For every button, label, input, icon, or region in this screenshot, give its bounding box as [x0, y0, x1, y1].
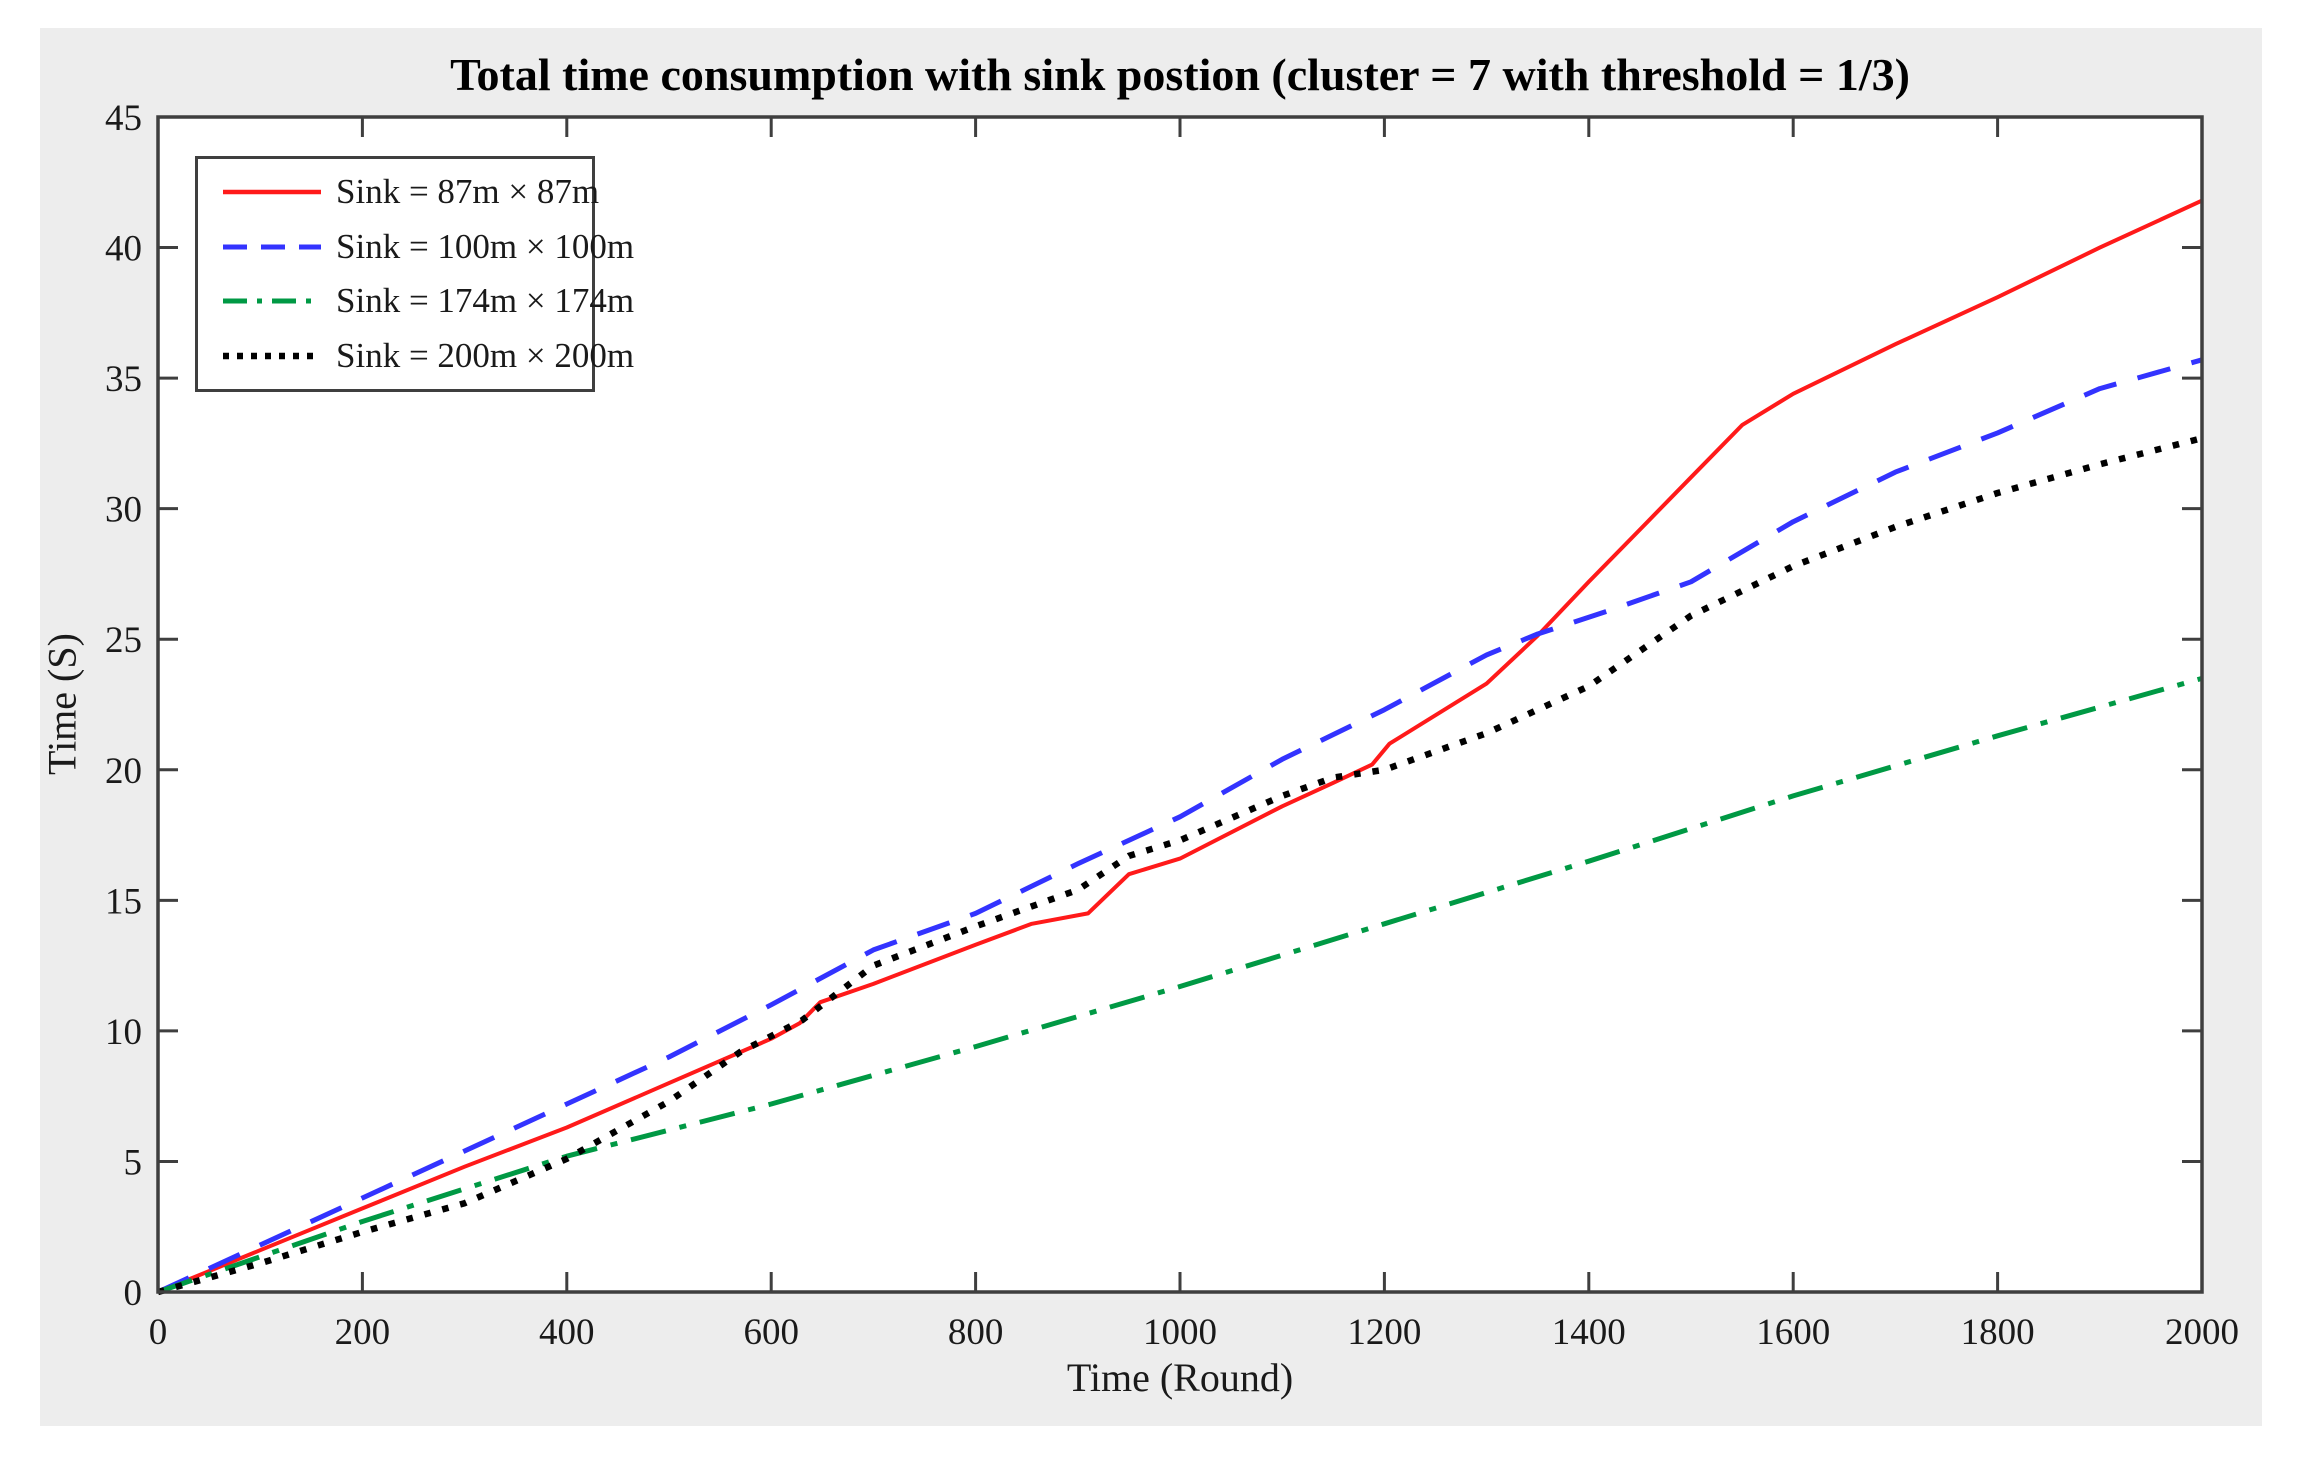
series-line-3 — [157, 435, 2203, 1296]
y-tick-label: 0 — [124, 1273, 143, 1314]
legend-line-solid-red — [223, 189, 321, 195]
x-tick-label: 1800 — [1961, 1312, 2035, 1353]
series-line-2 — [157, 675, 2203, 1295]
legend-item-sink-100m: Sink = 100m × 100m — [220, 221, 634, 273]
legend-item-sink-174m: Sink = 174m × 174m — [220, 275, 634, 327]
legend-label: Sink = 100m × 100m — [336, 226, 635, 266]
x-tick-label: 1600 — [1756, 1312, 1830, 1353]
x-tick-label: 0 — [149, 1312, 168, 1353]
y-tick-label: 20 — [105, 751, 142, 792]
series-line-1 — [156, 357, 2203, 1295]
legend: Sink = 87m × 87m Sink = 100m × 100m Sink… — [195, 156, 634, 392]
y-tick-label: 25 — [105, 620, 142, 661]
x-tick-label: 800 — [948, 1312, 1004, 1353]
legend-line-dashed-blue — [223, 244, 321, 250]
x-tick-label: 1400 — [1552, 1312, 1626, 1353]
legend-label: Sink = 200m × 200m — [336, 336, 635, 376]
x-tick-label: 1200 — [1347, 1312, 1421, 1353]
x-tick-label: 2000 — [2165, 1312, 2239, 1353]
chart-title: Total time consumption with sink postion… — [450, 49, 1910, 100]
x-tick-label: 400 — [539, 1312, 595, 1353]
figure: 0 200 400 600 800 1000 1200 1400 1600 1800 2000 0 5 1… — [40, 28, 2262, 1426]
y-tick-label: 45 — [105, 98, 142, 139]
y-tick-label: 5 — [124, 1142, 143, 1183]
legend-item-sink-87m: Sink = 87m × 87m — [220, 166, 599, 218]
y-axis-label: Time (S) — [39, 633, 85, 775]
x-tick-label: 200 — [335, 1312, 391, 1353]
legend-line-dashdot-green — [223, 298, 321, 304]
y-tick-label: 15 — [105, 881, 142, 922]
y-tick-label: 10 — [105, 1012, 142, 1053]
plot-border — [156, 115, 2204, 1294]
y-tick-label: 30 — [105, 490, 142, 531]
y-tick-label: 35 — [105, 359, 142, 400]
x-tick-label: 1000 — [1143, 1312, 1217, 1353]
x-axis-label: Time (Round) — [1066, 1355, 1294, 1400]
legend-label: Sink = 87m × 87m — [336, 171, 600, 211]
x-tick-label: 600 — [743, 1312, 799, 1353]
y-tick-label: 40 — [105, 229, 142, 270]
series-line-0 — [157, 198, 2203, 1294]
legend-line-dotted-black — [223, 352, 321, 360]
legend-label: Sink = 174m × 174m — [336, 281, 635, 321]
legend-item-sink-200m: Sink = 200m × 200m — [220, 330, 634, 382]
